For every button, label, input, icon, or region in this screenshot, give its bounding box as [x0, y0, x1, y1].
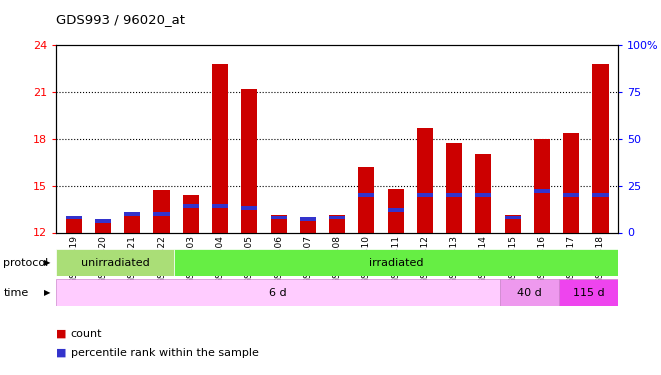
Bar	[563, 132, 579, 232]
Bar	[241, 206, 257, 210]
Text: 40 d: 40 d	[517, 288, 542, 297]
Bar	[175, 249, 618, 276]
Bar	[475, 154, 492, 232]
Text: ▶: ▶	[44, 288, 51, 297]
Bar	[387, 208, 404, 212]
Bar	[504, 215, 521, 232]
Bar	[300, 220, 316, 232]
Text: protocol: protocol	[3, 258, 48, 267]
Bar	[212, 64, 228, 232]
Text: count: count	[71, 329, 102, 339]
Bar	[65, 217, 82, 232]
Bar	[182, 195, 199, 232]
Text: GDS993 / 96020_at: GDS993 / 96020_at	[56, 13, 185, 26]
Bar	[417, 193, 433, 197]
Bar	[153, 190, 170, 232]
Text: ■: ■	[56, 348, 67, 357]
Bar	[387, 189, 404, 232]
Text: unirradiated: unirradiated	[81, 258, 149, 267]
Bar	[446, 144, 462, 232]
Bar	[475, 193, 492, 197]
Bar	[329, 216, 345, 219]
Bar	[124, 212, 140, 216]
Bar	[270, 216, 287, 219]
Bar	[124, 214, 140, 232]
Bar	[592, 193, 609, 197]
Bar	[65, 216, 82, 219]
Bar	[212, 204, 228, 208]
Bar	[95, 222, 111, 232]
Bar	[358, 167, 374, 232]
Bar	[417, 128, 433, 232]
Bar	[563, 193, 579, 197]
Bar	[446, 193, 462, 197]
Bar	[534, 139, 550, 232]
Bar	[56, 249, 175, 276]
Text: 6 d: 6 d	[269, 288, 287, 297]
Text: time: time	[3, 288, 28, 297]
Text: percentile rank within the sample: percentile rank within the sample	[71, 348, 258, 357]
Bar	[182, 204, 199, 208]
Text: irradiated: irradiated	[369, 258, 424, 267]
Text: 115 d: 115 d	[572, 288, 604, 297]
Bar	[153, 212, 170, 216]
Bar	[56, 279, 500, 306]
Bar	[534, 189, 550, 193]
Bar	[95, 219, 111, 223]
Bar	[559, 279, 618, 306]
Bar	[592, 64, 609, 232]
Text: ■: ■	[56, 329, 67, 339]
Bar	[300, 217, 316, 221]
Bar	[500, 279, 559, 306]
Bar	[504, 216, 521, 219]
Bar	[270, 215, 287, 232]
Text: ▶: ▶	[44, 258, 51, 267]
Bar	[358, 193, 374, 197]
Bar	[329, 215, 345, 232]
Bar	[241, 89, 257, 232]
